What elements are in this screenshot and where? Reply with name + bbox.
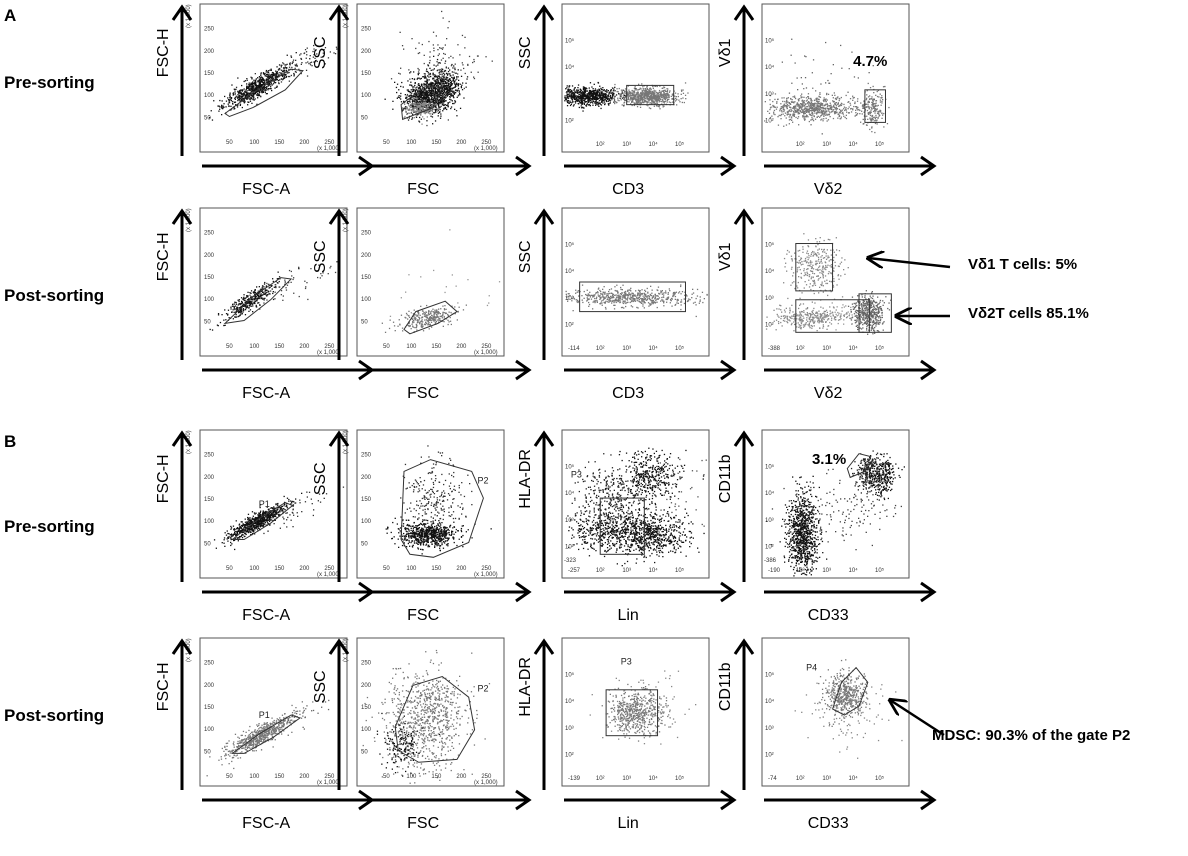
annotation-arrows [0, 0, 1188, 831]
arrow-vd1-t-cells [868, 258, 950, 267]
annotation-vd2-t-cells: Vδ2T cells 85.1% [968, 305, 1089, 322]
annotation-vd1-t-cells: Vδ1 T cells: 5% [968, 256, 1077, 273]
annotation-mdsc: MDSC: 90.3% of the gate P2 [932, 727, 1130, 744]
